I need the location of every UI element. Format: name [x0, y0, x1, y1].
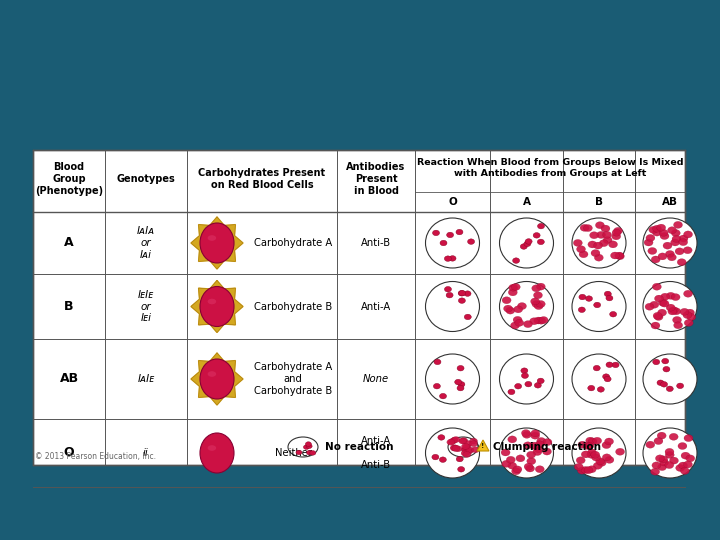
Text: AB: AB — [662, 197, 678, 207]
Ellipse shape — [654, 313, 663, 320]
Ellipse shape — [652, 225, 662, 232]
Ellipse shape — [665, 251, 675, 258]
Ellipse shape — [612, 229, 621, 236]
Ellipse shape — [532, 301, 541, 308]
Ellipse shape — [683, 247, 692, 254]
Ellipse shape — [446, 293, 453, 298]
Ellipse shape — [469, 441, 477, 447]
Ellipse shape — [575, 463, 583, 470]
Ellipse shape — [527, 457, 536, 464]
Ellipse shape — [651, 322, 660, 329]
Ellipse shape — [585, 296, 593, 301]
Text: Carbohydrates Present
on Red Blood Cells: Carbohydrates Present on Red Blood Cells — [199, 168, 325, 190]
Ellipse shape — [606, 362, 613, 368]
Ellipse shape — [644, 239, 653, 246]
Ellipse shape — [433, 230, 439, 235]
Ellipse shape — [669, 307, 678, 314]
Ellipse shape — [512, 468, 521, 475]
Ellipse shape — [655, 455, 665, 462]
Ellipse shape — [459, 438, 467, 444]
Ellipse shape — [461, 450, 469, 456]
Ellipse shape — [439, 393, 446, 399]
Text: IᴀIᴇ: IᴀIᴇ — [138, 374, 155, 384]
Text: Anti-B: Anti-B — [361, 238, 391, 248]
Ellipse shape — [307, 450, 312, 455]
Ellipse shape — [663, 242, 672, 249]
Ellipse shape — [535, 465, 544, 472]
Text: Anti-A

Anti-B: Anti-A Anti-B — [361, 436, 391, 470]
Ellipse shape — [594, 254, 603, 261]
Ellipse shape — [668, 308, 677, 315]
Ellipse shape — [501, 449, 510, 456]
Ellipse shape — [510, 322, 520, 329]
Ellipse shape — [660, 459, 669, 466]
Ellipse shape — [605, 456, 614, 463]
Ellipse shape — [200, 287, 234, 327]
Ellipse shape — [584, 467, 593, 474]
Ellipse shape — [533, 233, 540, 238]
Ellipse shape — [665, 462, 674, 469]
Ellipse shape — [539, 316, 548, 323]
Ellipse shape — [509, 284, 518, 291]
Ellipse shape — [606, 295, 613, 301]
Ellipse shape — [671, 230, 680, 237]
Ellipse shape — [643, 218, 697, 268]
Ellipse shape — [593, 242, 603, 249]
Ellipse shape — [521, 430, 531, 436]
Ellipse shape — [652, 284, 662, 290]
Ellipse shape — [426, 281, 480, 332]
Text: Carbohydrate A: Carbohydrate A — [254, 238, 332, 248]
Ellipse shape — [534, 292, 542, 299]
Ellipse shape — [502, 460, 510, 467]
Ellipse shape — [518, 302, 526, 309]
Ellipse shape — [511, 284, 521, 291]
Ellipse shape — [611, 252, 619, 259]
Ellipse shape — [672, 316, 682, 323]
Ellipse shape — [654, 295, 663, 302]
Ellipse shape — [665, 448, 674, 455]
Ellipse shape — [456, 230, 463, 235]
Ellipse shape — [452, 436, 460, 443]
Ellipse shape — [526, 451, 536, 458]
Ellipse shape — [525, 381, 532, 387]
Ellipse shape — [444, 256, 451, 261]
Ellipse shape — [649, 301, 659, 308]
Ellipse shape — [683, 461, 693, 468]
Ellipse shape — [591, 249, 600, 256]
Ellipse shape — [459, 291, 466, 296]
Ellipse shape — [603, 237, 612, 244]
Text: Reaction When Blood from Groups Below Is Mixed
with Antibodies from Groups at Le: Reaction When Blood from Groups Below Is… — [417, 158, 683, 178]
Ellipse shape — [532, 285, 541, 292]
Ellipse shape — [537, 239, 544, 245]
Ellipse shape — [438, 435, 445, 440]
Text: No reaction: No reaction — [325, 442, 394, 452]
Ellipse shape — [597, 232, 606, 238]
Ellipse shape — [426, 218, 480, 268]
Ellipse shape — [666, 292, 675, 299]
Ellipse shape — [472, 447, 480, 453]
Ellipse shape — [537, 437, 546, 444]
Ellipse shape — [593, 437, 602, 444]
Ellipse shape — [572, 354, 626, 404]
Ellipse shape — [588, 466, 596, 472]
Ellipse shape — [440, 240, 447, 246]
Ellipse shape — [458, 291, 465, 296]
Ellipse shape — [578, 441, 587, 448]
Ellipse shape — [581, 451, 590, 458]
Ellipse shape — [522, 431, 531, 438]
Ellipse shape — [503, 305, 513, 312]
Ellipse shape — [526, 465, 534, 472]
Ellipse shape — [200, 433, 234, 473]
Text: Anti-A: Anti-A — [361, 301, 391, 312]
Ellipse shape — [581, 467, 590, 474]
Ellipse shape — [464, 448, 472, 455]
Ellipse shape — [500, 428, 554, 478]
Ellipse shape — [674, 322, 683, 329]
Ellipse shape — [454, 379, 462, 385]
Ellipse shape — [505, 307, 515, 314]
Ellipse shape — [660, 382, 667, 387]
Ellipse shape — [603, 454, 611, 461]
Ellipse shape — [200, 359, 234, 399]
Text: Genotypes: Genotypes — [117, 174, 176, 184]
